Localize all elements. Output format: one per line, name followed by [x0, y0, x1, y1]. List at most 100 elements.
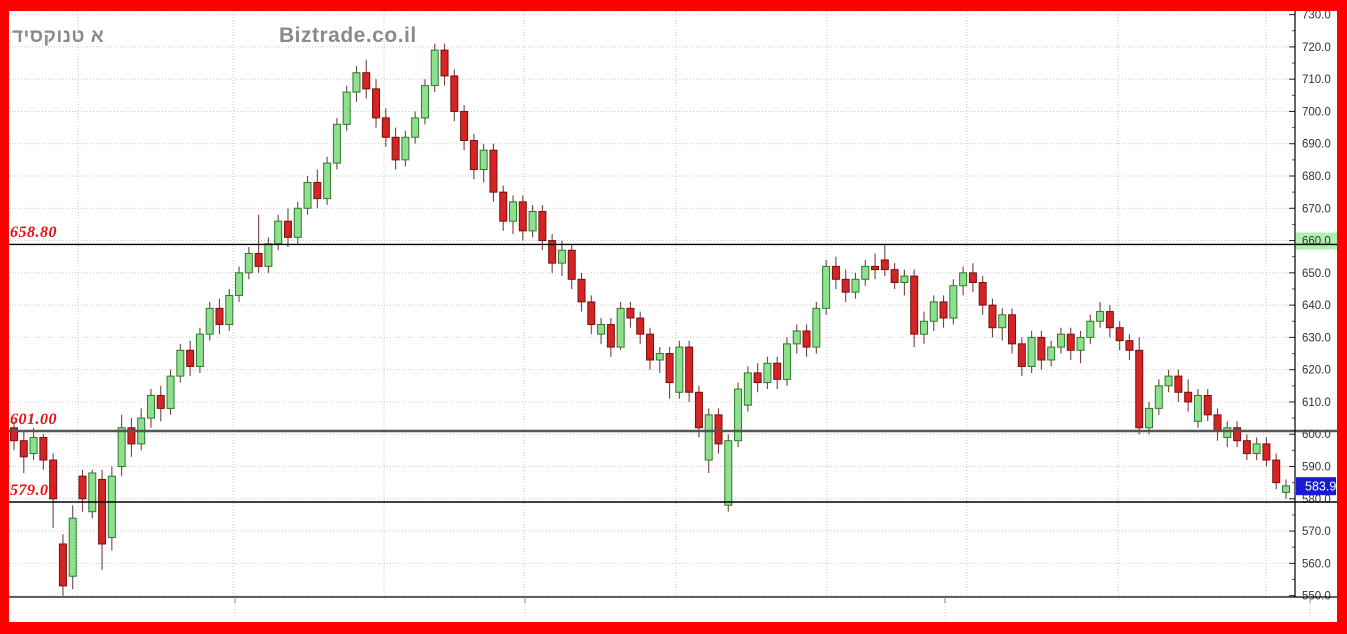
- candlestick-down[interactable]: [283, 220, 292, 238]
- candlestick-down[interactable]: [626, 307, 635, 319]
- candlestick-up[interactable]: [235, 272, 244, 296]
- candlestick-down[interactable]: [499, 191, 508, 222]
- candlestick-up[interactable]: [822, 265, 831, 309]
- candlestick-down[interactable]: [10, 427, 18, 442]
- candlestick-down[interactable]: [156, 394, 165, 409]
- candlestick-down[interactable]: [665, 353, 674, 384]
- candlestick-down[interactable]: [694, 391, 703, 429]
- candlestick-down[interactable]: [1017, 343, 1026, 367]
- candlestick-up[interactable]: [1164, 375, 1173, 387]
- candlestick-up[interactable]: [274, 220, 283, 245]
- candlestick-down[interactable]: [841, 278, 850, 293]
- candlestick-down[interactable]: [831, 265, 840, 280]
- candlestick-down[interactable]: [1272, 459, 1281, 484]
- candlestick-up[interactable]: [195, 333, 204, 367]
- candlestick-down[interactable]: [606, 323, 615, 348]
- candlestick-down[interactable]: [489, 149, 498, 193]
- candlestick-up[interactable]: [166, 375, 175, 409]
- candlestick-up[interactable]: [929, 301, 938, 322]
- candlestick-down[interactable]: [567, 249, 576, 280]
- candlestick-down[interactable]: [577, 278, 586, 303]
- candlestick-down[interactable]: [391, 136, 400, 161]
- candlestick-down[interactable]: [714, 414, 723, 445]
- candlestick-down[interactable]: [39, 436, 48, 461]
- candlestick-up[interactable]: [430, 49, 439, 87]
- candlestick-up[interactable]: [1223, 427, 1232, 438]
- candlestick-up[interactable]: [704, 414, 713, 461]
- candlestick-up[interactable]: [146, 394, 155, 419]
- candlestick-up[interactable]: [332, 123, 341, 164]
- candlestick-up[interactable]: [1056, 333, 1065, 348]
- candlestick-down[interactable]: [1125, 340, 1134, 351]
- candlestick-down[interactable]: [381, 117, 390, 138]
- candlestick-up[interactable]: [411, 117, 420, 138]
- candlestick-down[interactable]: [518, 201, 527, 232]
- candlestick-down[interactable]: [1262, 443, 1271, 461]
- candlestick-up[interactable]: [675, 346, 684, 393]
- candlestick-down[interactable]: [538, 211, 547, 242]
- candlestick-up[interactable]: [851, 278, 860, 293]
- candlestick-up[interactable]: [479, 149, 488, 171]
- candlestick-down[interactable]: [215, 307, 224, 325]
- candlestick-down[interactable]: [636, 317, 645, 335]
- candlestick-down[interactable]: [1105, 311, 1114, 329]
- candlestick-down[interactable]: [646, 333, 654, 361]
- candlestick-down[interactable]: [98, 478, 107, 545]
- candlestick-down[interactable]: [1135, 349, 1144, 429]
- candlestick-down[interactable]: [1233, 427, 1242, 442]
- candlestick-up[interactable]: [509, 201, 518, 222]
- candlestick-down[interactable]: [469, 139, 478, 171]
- current-price-tag[interactable]: [1296, 477, 1336, 496]
- candlestick-down[interactable]: [1115, 327, 1124, 342]
- candlestick-up[interactable]: [812, 307, 821, 348]
- candlestick-down[interactable]: [49, 459, 58, 500]
- candlestick-up[interactable]: [557, 249, 566, 264]
- candlestick-up[interactable]: [225, 294, 234, 325]
- candlestick-up[interactable]: [303, 181, 312, 209]
- candlestick-down[interactable]: [910, 275, 919, 335]
- candlestick-up[interactable]: [949, 285, 958, 319]
- candlestick-up[interactable]: [1193, 394, 1202, 422]
- candlestick-down[interactable]: [685, 346, 694, 393]
- candlestick-down[interactable]: [1174, 375, 1183, 393]
- candlestick-up[interactable]: [734, 388, 743, 442]
- candlestick-up[interactable]: [724, 440, 733, 506]
- candlestick-up[interactable]: [88, 472, 97, 513]
- candlestick-down[interactable]: [460, 110, 469, 141]
- candlestick-up[interactable]: [1047, 346, 1056, 361]
- candlestick-down[interactable]: [871, 265, 880, 271]
- candlestick-up[interactable]: [1252, 443, 1261, 455]
- candlestick-down[interactable]: [978, 282, 987, 306]
- candlestick-up[interactable]: [244, 252, 253, 274]
- candlestick-down[interactable]: [1203, 394, 1212, 416]
- candlestick-down[interactable]: [548, 240, 557, 264]
- candlestick-down[interactable]: [1066, 333, 1075, 351]
- candlestick-up[interactable]: [900, 275, 909, 284]
- candlestick-up[interactable]: [401, 136, 410, 161]
- candlestick-up[interactable]: [528, 211, 537, 232]
- candlestick-up[interactable]: [763, 362, 772, 384]
- candlestick-up[interactable]: [959, 272, 968, 287]
- candlestick-up[interactable]: [1282, 485, 1290, 493]
- candlestick-down[interactable]: [450, 75, 459, 112]
- candlestick-down[interactable]: [19, 440, 28, 458]
- candlestick-down[interactable]: [440, 49, 449, 77]
- candlestick-down[interactable]: [1242, 440, 1251, 455]
- candlestick-down[interactable]: [362, 72, 371, 90]
- candlestick-down[interactable]: [313, 181, 322, 200]
- candlestick-down[interactable]: [1184, 391, 1193, 403]
- candlestick-up[interactable]: [1027, 336, 1036, 367]
- candlestick-up[interactable]: [655, 353, 664, 361]
- candlestick-down[interactable]: [753, 372, 762, 384]
- candlestick-up[interactable]: [176, 349, 185, 377]
- candlestick-up[interactable]: [616, 307, 625, 348]
- candlestick-down[interactable]: [254, 252, 263, 267]
- candlestick-up[interactable]: [107, 475, 116, 539]
- candlestick-up[interactable]: [919, 320, 928, 335]
- candlestick-up[interactable]: [861, 265, 870, 280]
- candlestick-down[interactable]: [968, 272, 977, 284]
- candlestick-down[interactable]: [773, 362, 782, 380]
- candlestick-down[interactable]: [939, 301, 948, 319]
- candlestick-down[interactable]: [186, 349, 195, 367]
